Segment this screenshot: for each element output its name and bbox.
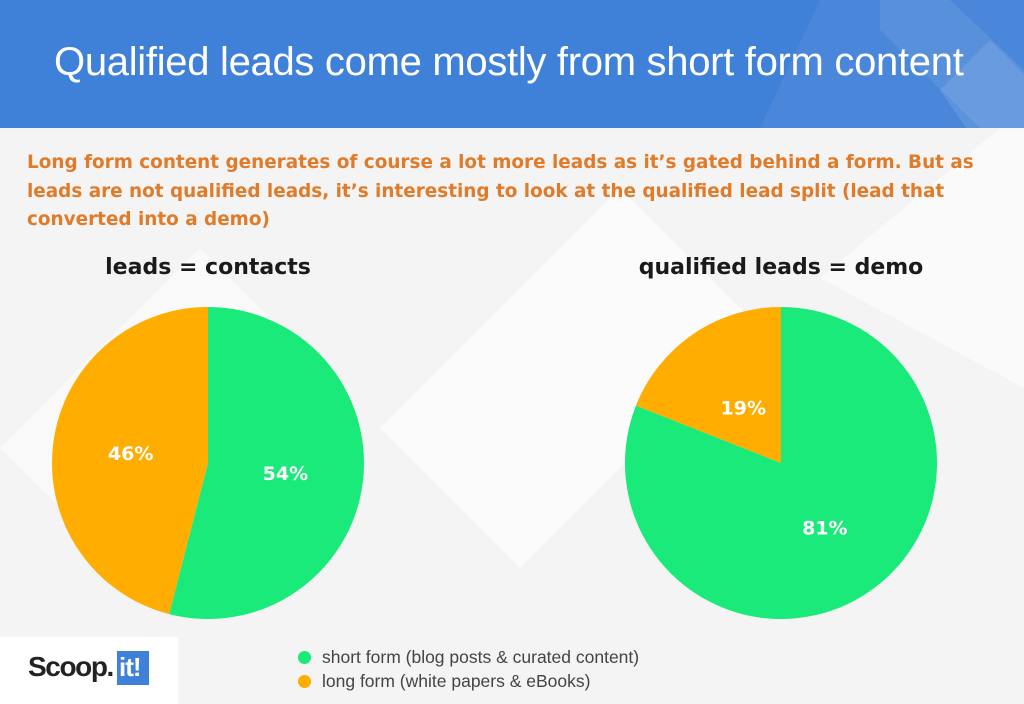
pie-slice-short-form (169, 307, 364, 619)
legend-item-long-form: long form (white papers & eBooks) (298, 669, 639, 693)
legend-label-short-form: short form (blog posts & curated content… (322, 646, 640, 667)
intro-text: Long form content generates of course a … (27, 152, 974, 230)
scoopit-logo: Scoop. it! (0, 637, 178, 704)
pie-slice-short-form (624, 307, 937, 620)
legend-dot-short-form (298, 650, 311, 664)
logo-box: it! (117, 651, 149, 685)
pie-slice-long-form (51, 306, 208, 615)
legend-item-short-form: short form (blog posts & curated content… (298, 645, 639, 669)
header-decoration (760, 0, 1024, 128)
slice-label-long-form: 19% (721, 398, 766, 420)
pie-slice-long-form (635, 307, 781, 463)
header-banner: Qualified leads come mostly from short f… (0, 0, 1024, 128)
slice-label-short-form: 81% (802, 518, 847, 540)
legend-dot-long-form (298, 674, 311, 688)
page-title: Qualified leads come mostly from short f… (54, 40, 964, 84)
legend: short form (blog posts & curated content… (298, 645, 639, 693)
logo-box-text: it! (119, 652, 142, 682)
chart-title-qualified: qualified leads = demo (638, 255, 924, 280)
logo-wordmark: Scoop. (28, 651, 114, 682)
legend-label-long-form: long form (white papers & eBooks) (322, 670, 591, 691)
slice-label-long-form: 46% (108, 443, 153, 465)
slice-label-short-form: 54% (263, 463, 308, 485)
chart-title-leads: leads = contacts (105, 255, 311, 280)
